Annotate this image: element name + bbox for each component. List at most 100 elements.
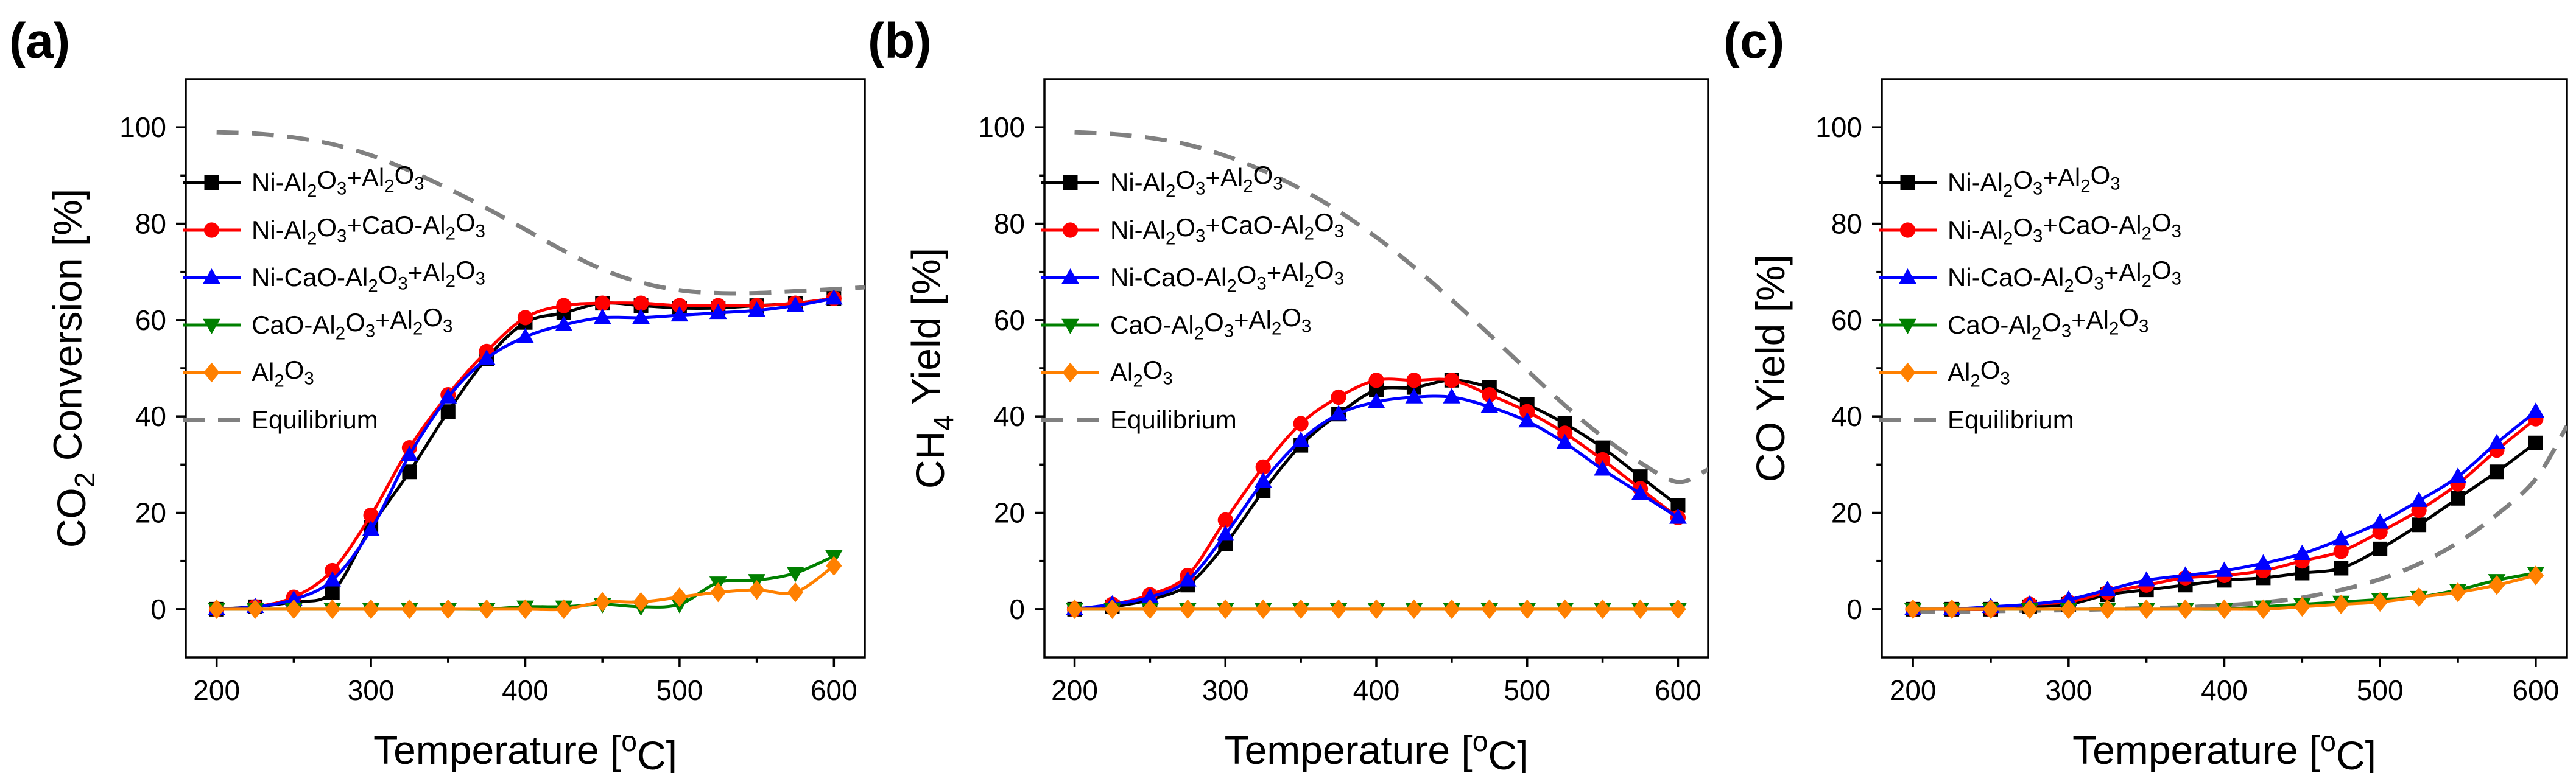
data-point: [1519, 404, 1535, 419]
data-point: [2528, 435, 2543, 450]
series-1: [1906, 435, 2543, 617]
panel-label: (c): [1723, 13, 1784, 69]
y-tick-label: 40: [994, 400, 1025, 432]
data-point: [1557, 599, 1573, 620]
y-tick-label: 80: [135, 208, 166, 240]
data-point: [1670, 599, 1686, 620]
legend-label: Ni-CaO-Al2O3+Al2O3: [1948, 256, 2181, 296]
y-tick-label: 100: [119, 111, 166, 143]
data-point: [1633, 469, 1648, 484]
y-tick-label: 0: [1846, 593, 1862, 625]
legend-label: CaO-Al2O3+Al2O3: [252, 303, 452, 344]
data-point: [2488, 575, 2505, 595]
plot-area: [1066, 130, 1708, 620]
plot-area: [1904, 402, 2567, 620]
legend-label: Ni-Al2O3+Al2O3: [252, 161, 424, 201]
equilibrium-line: [216, 130, 865, 296]
data-point: [401, 446, 418, 461]
data-point: [633, 295, 649, 311]
data-point: [516, 327, 534, 343]
data-point: [2254, 554, 2272, 570]
data-point: [1216, 525, 1234, 541]
data-point: [1669, 508, 1687, 524]
y-tick-label: 0: [1009, 593, 1025, 625]
legend-marker: [1899, 268, 1916, 284]
data-point: [2177, 566, 2194, 582]
data-point: [1406, 373, 1422, 388]
data-point: [2527, 565, 2544, 586]
x-tick-label: 400: [1353, 674, 1400, 706]
data-point: [1141, 588, 1159, 604]
data-point: [2334, 561, 2349, 576]
data-point: [286, 599, 302, 620]
data-point: [284, 590, 303, 606]
data-point: [1943, 599, 1960, 620]
x-tick-label: 400: [2201, 674, 2248, 706]
data-point: [1330, 599, 1347, 620]
data-point: [2295, 565, 2310, 581]
data-point: [440, 599, 456, 620]
series-5: [1904, 565, 2544, 620]
data-point: [786, 567, 804, 582]
data-point: [2138, 599, 2155, 620]
data-point: [1443, 388, 1461, 404]
data-point: [1631, 484, 1649, 500]
data-point: [2449, 582, 2466, 603]
data-point: [1481, 599, 1497, 620]
data-point: [2410, 587, 2427, 607]
data-point: [323, 571, 342, 587]
equilibrium-line: [1074, 130, 1708, 484]
chart-panel-b: (b) 200 300 400 500 600 0 20 40 60 80 100 Temperatur…: [868, 13, 1709, 773]
y-tick-label: 60: [1831, 304, 1862, 336]
data-point: [1482, 386, 1497, 403]
data-point: [2215, 561, 2233, 577]
data-point: [1518, 412, 1536, 428]
legend-marker: [1899, 222, 1916, 238]
data-point: [401, 599, 418, 620]
data-point: [1254, 472, 1272, 488]
legend-marker: [1899, 318, 1916, 334]
data-point: [1066, 599, 1083, 620]
y-tick-label: 20: [135, 497, 166, 529]
y-tick-label: 0: [150, 593, 166, 625]
series-line: [216, 296, 834, 611]
data-point: [2371, 513, 2389, 529]
x-tick-label: 400: [502, 674, 549, 706]
y-tick-label: 60: [135, 304, 166, 336]
data-point: [2333, 544, 2349, 559]
data-point: [2489, 464, 2504, 480]
data-point: [325, 585, 340, 600]
data-point: [1292, 599, 1309, 620]
legend-label: Ni-Al2O3+Al2O3: [1948, 161, 2120, 201]
x-tick-label: 500: [2357, 674, 2404, 706]
legend-label: Equilibrium: [252, 405, 378, 434]
y-tick-label: 40: [1831, 400, 1862, 432]
legend-label: Al2O3: [1110, 355, 1173, 391]
data-point: [1480, 397, 1499, 413]
data-point: [247, 599, 264, 620]
data-point: [1443, 599, 1460, 620]
data-point: [1405, 388, 1423, 404]
data-point: [1217, 599, 1234, 620]
legend-marker: [203, 222, 220, 238]
data-point: [1632, 599, 1649, 620]
chart-panel-a: (a) 200 300 400 500 600 0 20 40 60 80 100 Temperatur…: [9, 13, 866, 773]
data-point: [2371, 592, 2388, 612]
y-tick-label: 40: [135, 400, 166, 432]
data-point: [517, 310, 533, 326]
data-point: [2293, 544, 2311, 560]
x-tick-label: 600: [2512, 674, 2559, 706]
equilibrium-line: [1913, 425, 2567, 614]
data-point: [2333, 594, 2349, 615]
data-point: [1982, 599, 1999, 620]
data-point: [1368, 599, 1385, 620]
data-point: [2412, 517, 2427, 533]
legend-marker: [204, 175, 219, 190]
legend-marker: [1062, 222, 1079, 238]
data-point: [402, 464, 417, 480]
data-point: [362, 520, 380, 536]
panel-label: (b): [868, 13, 932, 69]
data-point: [1331, 389, 1346, 405]
data-point: [710, 582, 727, 603]
data-point: [2060, 599, 2077, 620]
